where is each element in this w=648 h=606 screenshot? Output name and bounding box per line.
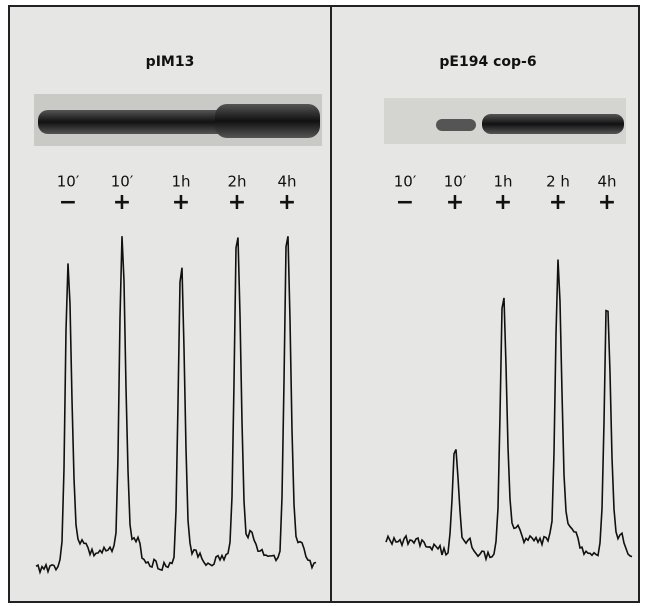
lane-time: 10′ — [57, 173, 80, 191]
lane-time: 2h — [227, 173, 246, 191]
lane-time: 10′ — [111, 173, 134, 191]
gel-band — [215, 104, 320, 138]
lane-sign: + — [446, 190, 464, 215]
lane-time: 1h — [171, 173, 190, 191]
figure: pIM1310′−10′+1h+2h+4h+pE194 cop-610′−10′… — [0, 0, 648, 606]
panel-title: pIM13 — [146, 54, 195, 70]
lane-sign: + — [549, 190, 567, 215]
gel-band — [482, 114, 624, 134]
lane-sign: − — [59, 190, 77, 215]
lane-sign: − — [396, 190, 414, 215]
lane-sign: + — [228, 190, 246, 215]
lane-sign: + — [172, 190, 190, 215]
lane-time: 10′ — [444, 173, 467, 191]
lane-sign: + — [278, 190, 296, 215]
lane-sign: + — [598, 190, 616, 215]
page: pIM1310′−10′+1h+2h+4h+pE194 cop-610′−10′… — [0, 0, 648, 606]
lane-time: 2 h — [546, 173, 570, 191]
gel-band — [436, 119, 476, 131]
lane-sign: + — [494, 190, 512, 215]
lane-time: 1h — [493, 173, 512, 191]
lane-sign: + — [113, 190, 131, 215]
lane-time: 10′ — [394, 173, 417, 191]
lane-time: 4h — [277, 173, 296, 191]
panel-title: pE194 cop-6 — [439, 54, 536, 70]
lane-time: 4h — [597, 173, 616, 191]
